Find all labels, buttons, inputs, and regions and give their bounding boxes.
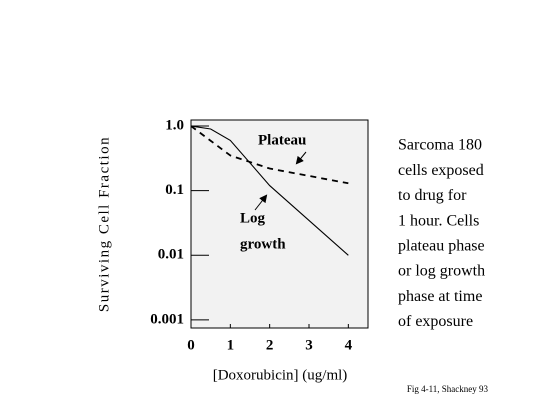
y-tick-label: 1.0	[165, 117, 184, 133]
side-note: of exposure	[398, 313, 473, 330]
y-tick-label: 0.001	[150, 311, 184, 327]
annotation: Log	[240, 210, 266, 226]
x-tick-label: 2	[266, 337, 274, 353]
y-tick-label: 0.1	[165, 182, 184, 198]
side-note: phase at time	[398, 288, 482, 305]
y-tick-label: 0.01	[158, 247, 184, 263]
side-note: cells exposed	[398, 162, 484, 179]
x-tick-label: 4	[345, 337, 353, 353]
arrow	[254, 194, 268, 211]
arrow	[295, 151, 307, 165]
plot-area	[190, 119, 369, 329]
annotation: Plateau	[258, 132, 306, 148]
side-note: Sarcoma 180	[398, 137, 482, 154]
line	[190, 125, 349, 185]
side-note: or log growth	[398, 263, 485, 280]
side-note: plateau phase	[398, 237, 485, 254]
x-tick-label: 0	[187, 337, 195, 353]
x-tick-label: 3	[305, 337, 313, 353]
annotation: growth	[240, 236, 286, 252]
y-axis-label: Surviving Cell Fraction	[96, 136, 112, 312]
footnote: Fig 4-11, Shackney 93	[407, 384, 489, 394]
side-note: to drug for	[398, 187, 467, 204]
line	[190, 125, 349, 256]
x-tick-label: 1	[227, 337, 235, 353]
side-note: 1 hour. Cells	[398, 212, 479, 229]
x-axis-label: [Doxorubicin] (ug/ml)	[213, 367, 348, 383]
